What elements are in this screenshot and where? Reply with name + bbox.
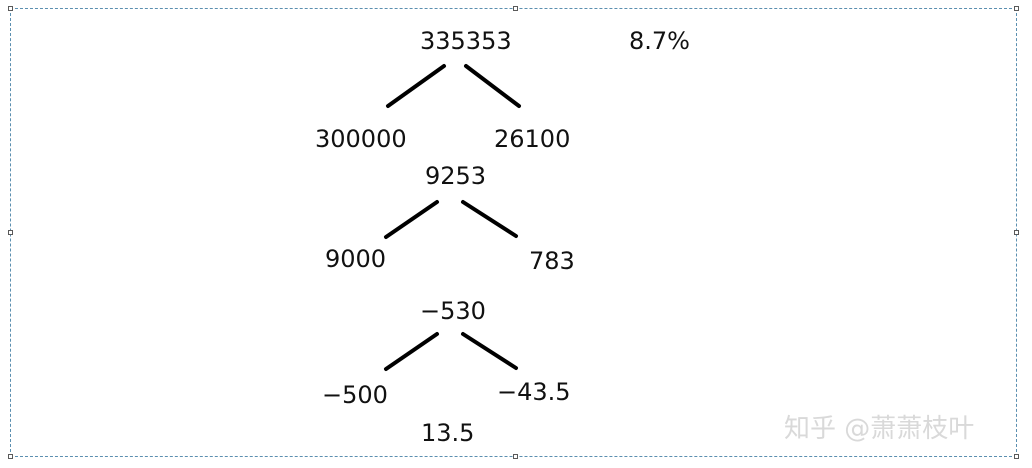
tree3-right-value: −43.5 [497,378,571,406]
resize-handle-bottom-left[interactable] [8,454,13,459]
tree3-left-value: −500 [322,381,388,409]
tree2-right-value: 783 [529,247,575,275]
resize-handle-bottom-center[interactable] [513,454,518,459]
tree3-root-value: −530 [420,297,486,325]
tree1-left-branch [386,64,446,108]
resize-handle-top-left[interactable] [8,6,13,11]
watermark-text: 知乎 @萧萧枝叶 [784,414,975,444]
tree3-right-branch [461,332,518,370]
bottom-value: 13.5 [421,419,475,447]
resize-handle-middle-right[interactable] [1014,230,1019,235]
tree1-left-value: 300000 [315,125,407,153]
tree1-root-value: 335353 [420,27,512,55]
tree1-rate-value: 8.7% [629,27,690,55]
tree2-root-value: 9253 [425,162,487,190]
tree1-right-value: 26100 [494,125,571,153]
tree3-left-branch [384,332,439,371]
tree2-right-branch [461,200,518,238]
tree1-right-branch [464,64,521,108]
resize-handle-top-right[interactable] [1014,6,1019,11]
resize-handle-top-center[interactable] [513,6,518,11]
tree2-left-branch [384,200,439,239]
tree2-left-value: 9000 [325,245,387,273]
resize-handle-middle-left[interactable] [8,230,13,235]
resize-handle-bottom-right[interactable] [1014,454,1019,459]
